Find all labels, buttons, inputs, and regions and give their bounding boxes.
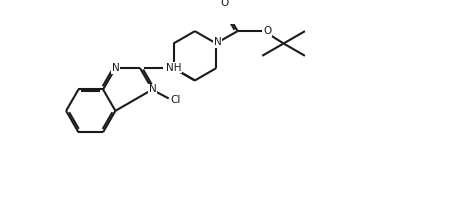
Text: N: N	[112, 63, 119, 73]
Text: Cl: Cl	[170, 95, 181, 105]
Text: N: N	[148, 85, 156, 94]
Text: N: N	[214, 37, 221, 47]
Text: O: O	[263, 26, 272, 36]
Text: NH: NH	[166, 63, 181, 73]
Text: O: O	[220, 0, 229, 8]
